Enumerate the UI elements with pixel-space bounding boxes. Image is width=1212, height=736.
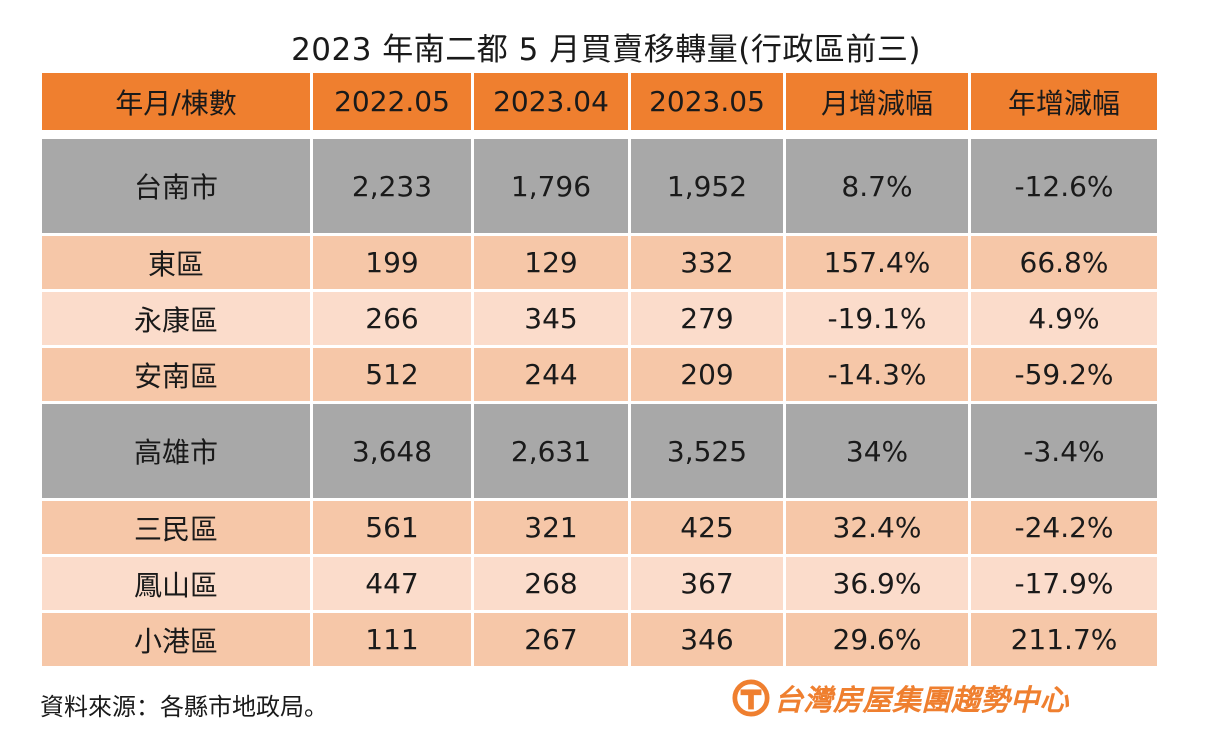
value-2023-04: 2,631 bbox=[471, 402, 631, 501]
value-2022-05: 266 bbox=[310, 290, 474, 348]
value-2023-04: 268 bbox=[471, 555, 631, 613]
value-2023-04: 267 bbox=[471, 611, 631, 669]
value-mom-change: 32.4% bbox=[783, 499, 971, 557]
value-2022-05: 2,233 bbox=[310, 139, 474, 236]
value-2022-05: 111 bbox=[310, 611, 474, 669]
header-separator bbox=[40, 131, 1159, 139]
value-yoy-change: -24.2% bbox=[968, 499, 1160, 557]
row-label: 鳳山區 bbox=[39, 555, 313, 613]
header-cell-yoy-change: 年增減幅 bbox=[968, 73, 1160, 133]
transfer-volume-table: 年月/棟數 2022.05 2023.04 2023.05 月增減幅 年增減幅 … bbox=[39, 73, 1160, 669]
value-2022-05: 199 bbox=[310, 234, 474, 292]
value-mom-change: 34% bbox=[783, 402, 971, 501]
value-2023-05: 3,525 bbox=[628, 402, 786, 501]
value-yoy-change: -59.2% bbox=[968, 346, 1160, 404]
table-row-district: 安南區 512 244 209 -14.3% -59.2% bbox=[39, 346, 1160, 404]
value-2023-05: 367 bbox=[628, 555, 786, 613]
taiwan-realty-logo-icon bbox=[732, 679, 770, 717]
header-cell-2023-05: 2023.05 bbox=[628, 73, 786, 133]
table-row-city: 台南市 2,233 1,796 1,952 8.7% -12.6% bbox=[39, 139, 1160, 236]
value-2023-04: 321 bbox=[471, 499, 631, 557]
value-2023-05: 332 bbox=[628, 234, 786, 292]
header-cell-period: 年月/棟數 bbox=[39, 73, 313, 133]
value-mom-change: 157.4% bbox=[783, 234, 971, 292]
value-yoy-change: -3.4% bbox=[968, 402, 1160, 501]
table-header-row: 年月/棟數 2022.05 2023.04 2023.05 月增減幅 年增減幅 bbox=[39, 73, 1160, 133]
value-2023-04: 244 bbox=[471, 346, 631, 404]
value-2023-05: 346 bbox=[628, 611, 786, 669]
value-2023-04: 1,796 bbox=[471, 139, 631, 236]
value-yoy-change: 211.7% bbox=[968, 611, 1160, 669]
row-label: 高雄市 bbox=[39, 402, 313, 501]
row-label: 小港區 bbox=[39, 611, 313, 669]
value-2023-04: 129 bbox=[471, 234, 631, 292]
value-2023-05: 209 bbox=[628, 346, 786, 404]
table-row-city: 高雄市 3,648 2,631 3,525 34% -3.4% bbox=[39, 402, 1160, 501]
value-2022-05: 447 bbox=[310, 555, 474, 613]
value-mom-change: 29.6% bbox=[783, 611, 971, 669]
value-2023-05: 425 bbox=[628, 499, 786, 557]
value-mom-change: -19.1% bbox=[783, 290, 971, 348]
brand-name: 台灣房屋集團趨勢中心 bbox=[774, 683, 1070, 717]
header-cell-mom-change: 月增減幅 bbox=[783, 73, 971, 133]
value-mom-change: 8.7% bbox=[783, 139, 971, 236]
source-note: 資料來源：各縣市地政局。 bbox=[40, 693, 328, 721]
brand-mark: 台灣房屋集團趨勢中心 bbox=[732, 678, 1069, 718]
value-mom-change: -14.3% bbox=[783, 346, 971, 404]
header-cell-2022-05: 2022.05 bbox=[310, 73, 474, 133]
value-2023-04: 345 bbox=[471, 290, 631, 348]
value-yoy-change: -12.6% bbox=[968, 139, 1160, 236]
value-yoy-change: -17.9% bbox=[968, 555, 1160, 613]
table-row-district: 小港區 111 267 346 29.6% 211.7% bbox=[39, 611, 1160, 669]
table-row-district: 鳳山區 447 268 367 36.9% -17.9% bbox=[39, 555, 1160, 613]
row-label: 安南區 bbox=[39, 346, 313, 404]
header-cell-2023-04: 2023.04 bbox=[471, 73, 631, 133]
row-label: 台南市 bbox=[39, 139, 313, 236]
row-label: 三民區 bbox=[39, 499, 313, 557]
row-label: 東區 bbox=[39, 234, 313, 292]
page-title: 2023 年南二都 5 月買賣移轉量(行政區前三) bbox=[291, 32, 921, 68]
value-mom-change: 36.9% bbox=[783, 555, 971, 613]
table-row-district: 東區 199 129 332 157.4% 66.8% bbox=[39, 234, 1160, 292]
value-yoy-change: 4.9% bbox=[968, 290, 1160, 348]
value-2023-05: 1,952 bbox=[628, 139, 786, 236]
value-2023-05: 279 bbox=[628, 290, 786, 348]
value-2022-05: 512 bbox=[310, 346, 474, 404]
value-yoy-change: 66.8% bbox=[968, 234, 1160, 292]
value-2022-05: 3,648 bbox=[310, 402, 474, 501]
value-2022-05: 561 bbox=[310, 499, 474, 557]
table-row-district: 永康區 266 345 279 -19.1% 4.9% bbox=[39, 290, 1160, 348]
row-label: 永康區 bbox=[39, 290, 313, 348]
table-row-district: 三民區 561 321 425 32.4% -24.2% bbox=[39, 499, 1160, 557]
